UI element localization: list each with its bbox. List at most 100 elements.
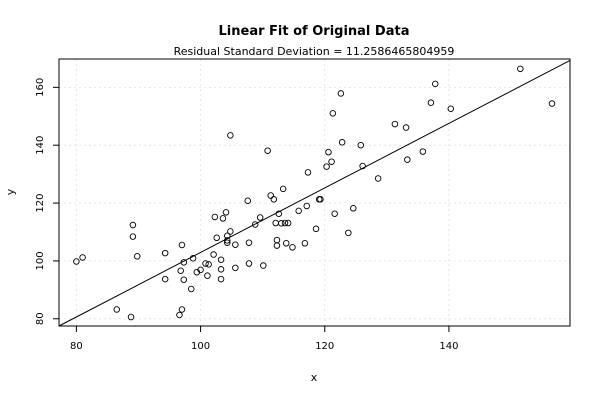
data-point: [189, 255, 197, 262]
plot-frame: [58, 58, 571, 327]
y-tick-label: 140: [35, 136, 46, 155]
fit-line-group: [58, 60, 571, 327]
data-point: [113, 306, 120, 313]
data-point: [217, 256, 225, 264]
data-point: [289, 244, 296, 251]
data-point: [284, 219, 292, 227]
data-point: [402, 124, 410, 131]
data-point: [295, 207, 302, 215]
data-point: [427, 99, 435, 106]
data-point: [404, 156, 411, 163]
data-point: [224, 237, 231, 244]
data-point: [350, 205, 357, 212]
data-point: [217, 266, 225, 273]
data-point: [256, 214, 264, 221]
y-tick-label: 100: [35, 251, 46, 270]
data-point: [176, 311, 183, 319]
data-point: [188, 285, 195, 293]
data-point: [357, 141, 365, 149]
data-point: [245, 260, 253, 267]
x-tick-label: 120: [315, 341, 334, 352]
data-point: [260, 262, 267, 269]
data-point: [129, 221, 137, 229]
data-point: [264, 147, 271, 154]
data-points: [73, 65, 556, 321]
data-point: [251, 221, 259, 228]
data-point: [301, 240, 309, 247]
data-point: [325, 148, 332, 156]
x-tick-label: 80: [70, 341, 83, 352]
data-point: [224, 239, 231, 246]
data-point: [328, 158, 335, 165]
data-point: [317, 196, 324, 203]
data-point: [219, 215, 227, 222]
data-point: [312, 225, 320, 233]
data-point: [213, 234, 220, 242]
data-point: [432, 80, 439, 88]
data-point: [180, 276, 188, 283]
data-point: [127, 313, 135, 321]
data-point: [177, 267, 184, 274]
data-point: [222, 209, 230, 216]
y-tick-label: 160: [35, 78, 46, 97]
data-point: [304, 169, 312, 176]
grid-lines: [59, 59, 570, 326]
data-point: [282, 240, 290, 247]
data-point: [374, 175, 382, 182]
data-point: [129, 233, 137, 240]
fit-line: [58, 60, 571, 327]
chart-subtitle: Residual Standard Deviation = 11.2586465…: [174, 45, 455, 58]
data-point: [517, 65, 524, 73]
data-point: [275, 210, 283, 218]
data-point: [270, 196, 278, 203]
data-point: [133, 253, 141, 260]
data-point: [224, 232, 231, 239]
data-point: [232, 264, 239, 272]
x-tick-label: 140: [439, 341, 458, 352]
data-point: [279, 185, 287, 193]
data-point: [278, 220, 285, 227]
data-point: [180, 259, 188, 266]
x-tick-label: 100: [191, 341, 210, 352]
data-point: [337, 90, 345, 97]
data-point: [331, 210, 338, 218]
data-point: [329, 110, 337, 117]
data-point: [323, 163, 330, 170]
data-point: [273, 236, 281, 244]
data-point: [79, 254, 86, 261]
data-point: [338, 139, 346, 146]
data-point: [73, 258, 80, 265]
data-point: [197, 266, 204, 274]
data-point: [217, 275, 225, 283]
data-point: [244, 197, 252, 204]
data-point: [227, 132, 234, 139]
chart-title: Linear Fit of Original Data: [219, 24, 410, 39]
data-point: [281, 219, 289, 227]
y-tick-label: 80: [35, 312, 46, 325]
x-axis-label: x: [311, 371, 318, 384]
axis-ticks: 80 100 120 140 80 100 120 140 160: [35, 78, 458, 352]
data-point: [447, 105, 455, 113]
data-point: [548, 100, 556, 107]
y-axis-label: y: [4, 188, 17, 195]
data-point: [202, 260, 209, 267]
data-point: [227, 228, 234, 235]
data-point: [204, 272, 211, 279]
data-point: [161, 249, 169, 257]
data-point: [161, 275, 169, 283]
data-point: [205, 261, 212, 268]
data-point: [210, 251, 217, 258]
data-point: [245, 239, 253, 246]
data-point: [211, 213, 219, 221]
data-point: [178, 306, 186, 313]
data-point: [232, 241, 239, 248]
data-point: [391, 120, 399, 128]
data-point: [303, 202, 310, 210]
y-tick-label: 120: [35, 194, 46, 213]
data-point: [178, 241, 186, 249]
data-point: [359, 162, 366, 170]
data-point: [419, 148, 427, 155]
data-point: [345, 229, 352, 237]
